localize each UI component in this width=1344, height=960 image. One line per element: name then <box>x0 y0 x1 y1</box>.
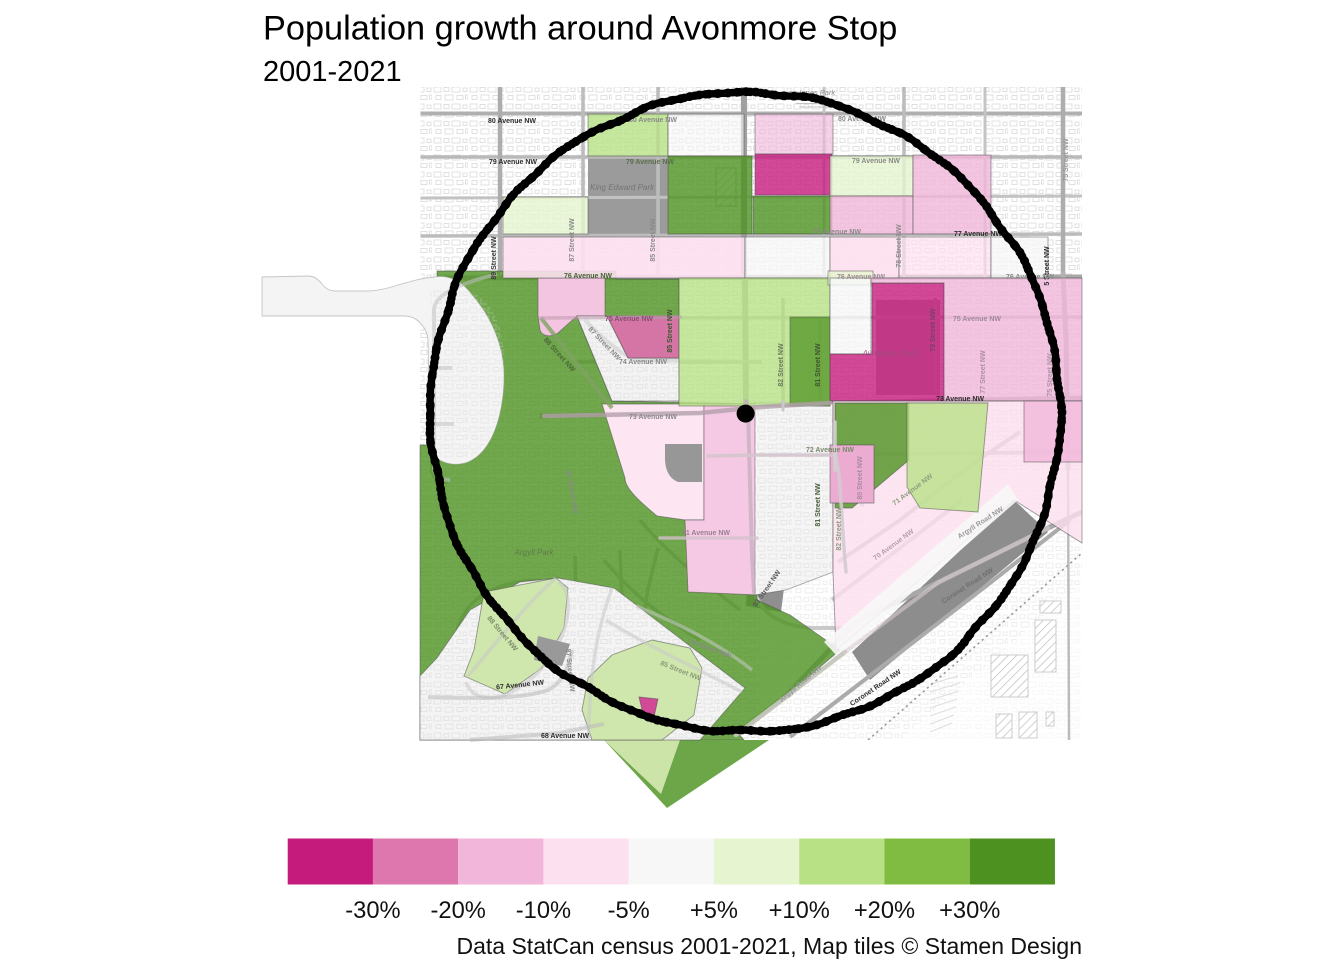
svg-text:73 Avenue NW: 73 Avenue NW <box>629 414 677 421</box>
svg-text:77 Street NW: 77 Street NW <box>980 350 987 394</box>
svg-text:75 Street NW: 75 Street NW <box>1063 138 1070 182</box>
svg-text:+20%: +20% <box>854 898 915 924</box>
svg-text:Argyll Park: Argyll Park <box>514 548 555 557</box>
svg-text:85 Street NW: 85 Street NW <box>650 218 657 262</box>
svg-text:5 Street NW: 5 Street NW <box>1044 246 1051 286</box>
svg-text:68 Avenue NW: 68 Avenue NW <box>541 733 589 740</box>
svg-text:-10%: -10% <box>516 898 571 924</box>
svg-text:en Innes Park: en Innes Park <box>789 88 837 97</box>
svg-text:79 Avenue NW: 79 Avenue NW <box>489 159 537 166</box>
svg-text:75 Avenue NW: 75 Avenue NW <box>605 316 653 323</box>
svg-text:Data StatCan census 2001-2021,: Data StatCan census 2001-2021, Map tiles… <box>456 933 1082 959</box>
svg-text:73 Avenue NW: 73 Avenue NW <box>936 396 984 403</box>
svg-text:80 Avenue NW: 80 Avenue NW <box>629 117 677 124</box>
svg-text:79 Avenue NW: 79 Avenue NW <box>852 158 900 165</box>
svg-text:-30%: -30% <box>345 898 400 924</box>
svg-text:+5%: +5% <box>690 898 738 924</box>
svg-text:72 Avenue NW: 72 Avenue NW <box>806 447 854 454</box>
svg-text:81 Street NW: 81 Street NW <box>815 343 822 387</box>
svg-text:77 Avenue NW: 77 Avenue NW <box>954 231 1002 238</box>
svg-text:75 Street NW: 75 Street NW <box>1047 353 1054 397</box>
svg-text:Population growth around Avonm: Population growth around Avonmore Stop <box>263 10 897 48</box>
svg-text:80 Avenue NW: 80 Avenue NW <box>488 118 536 125</box>
svg-text:82 Street NW: 82 Street NW <box>778 343 785 387</box>
svg-text:87 Street NW: 87 Street NW <box>569 218 576 262</box>
svg-text:Avonmore Park: Avonmore Park <box>862 349 919 358</box>
svg-text:89 Street NW: 89 Street NW <box>491 236 498 280</box>
svg-text:77 Avenue NW: 77 Avenue NW <box>813 229 861 236</box>
svg-text:78 Street NW: 78 Street NW <box>930 308 937 352</box>
svg-text:76 Avenue NW: 76 Avenue NW <box>837 274 885 281</box>
svg-text:2001-2021: 2001-2021 <box>263 56 402 88</box>
svg-text:71 Avenue NW: 71 Avenue NW <box>682 530 730 537</box>
svg-text:+30%: +30% <box>939 898 1000 924</box>
svg-text:85 Street NW: 85 Street NW <box>667 309 674 353</box>
svg-text:82 Street NW: 82 Street NW <box>836 507 843 551</box>
svg-text:+10%: +10% <box>769 898 830 924</box>
svg-text:81 Street NW: 81 Street NW <box>815 483 822 527</box>
svg-text:74 Avenue NW: 74 Avenue NW <box>619 359 667 366</box>
svg-text:78 Street NW: 78 Street NW <box>896 224 903 268</box>
svg-text:-5%: -5% <box>608 898 650 924</box>
svg-text:75 Avenue NW: 75 Avenue NW <box>953 316 1001 323</box>
svg-text:76 Avenue NW: 76 Avenue NW <box>564 273 612 280</box>
svg-text:80 Street NW: 80 Street NW <box>857 456 864 500</box>
svg-text:King Edward Park: King Edward Park <box>590 183 655 192</box>
svg-text:87 Street NW: 87 Street NW <box>564 648 576 692</box>
svg-text:-20%: -20% <box>431 898 486 924</box>
svg-text:79 Avenue NW: 79 Avenue NW <box>626 159 674 166</box>
